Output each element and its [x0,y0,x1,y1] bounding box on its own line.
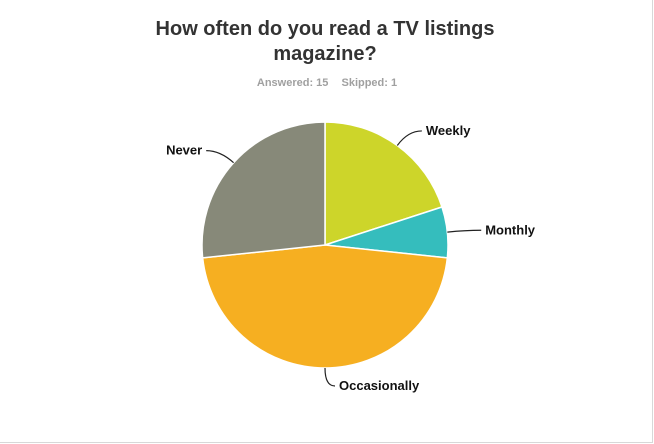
slice-label-occasionally: Occasionally [339,378,420,393]
pie-slices [201,121,449,369]
skipped-count: Skipped: 1 [341,77,398,89]
answered-count: Answered: 15 [256,77,329,89]
pie-labels: Weekly Monthly Occasionally Never [166,123,536,393]
leader-line-monthly [447,229,482,233]
response-summary: Answered: 15 Skipped: 1 [0,77,654,89]
pie-slice-never[interactable] [201,121,326,259]
chart-title: How often do you read a TV listings maga… [155,18,495,65]
leader-line-weekly [396,130,422,146]
leader-line-occasionally [324,367,336,387]
leader-line-never [206,150,234,164]
pie-slice-weekly[interactable] [324,121,443,247]
pie-slice-occasionally[interactable] [201,244,449,369]
slice-label-monthly: Monthly [485,222,536,237]
slice-label-never: Never [166,143,202,158]
slice-label-weekly: Weekly [426,123,471,138]
